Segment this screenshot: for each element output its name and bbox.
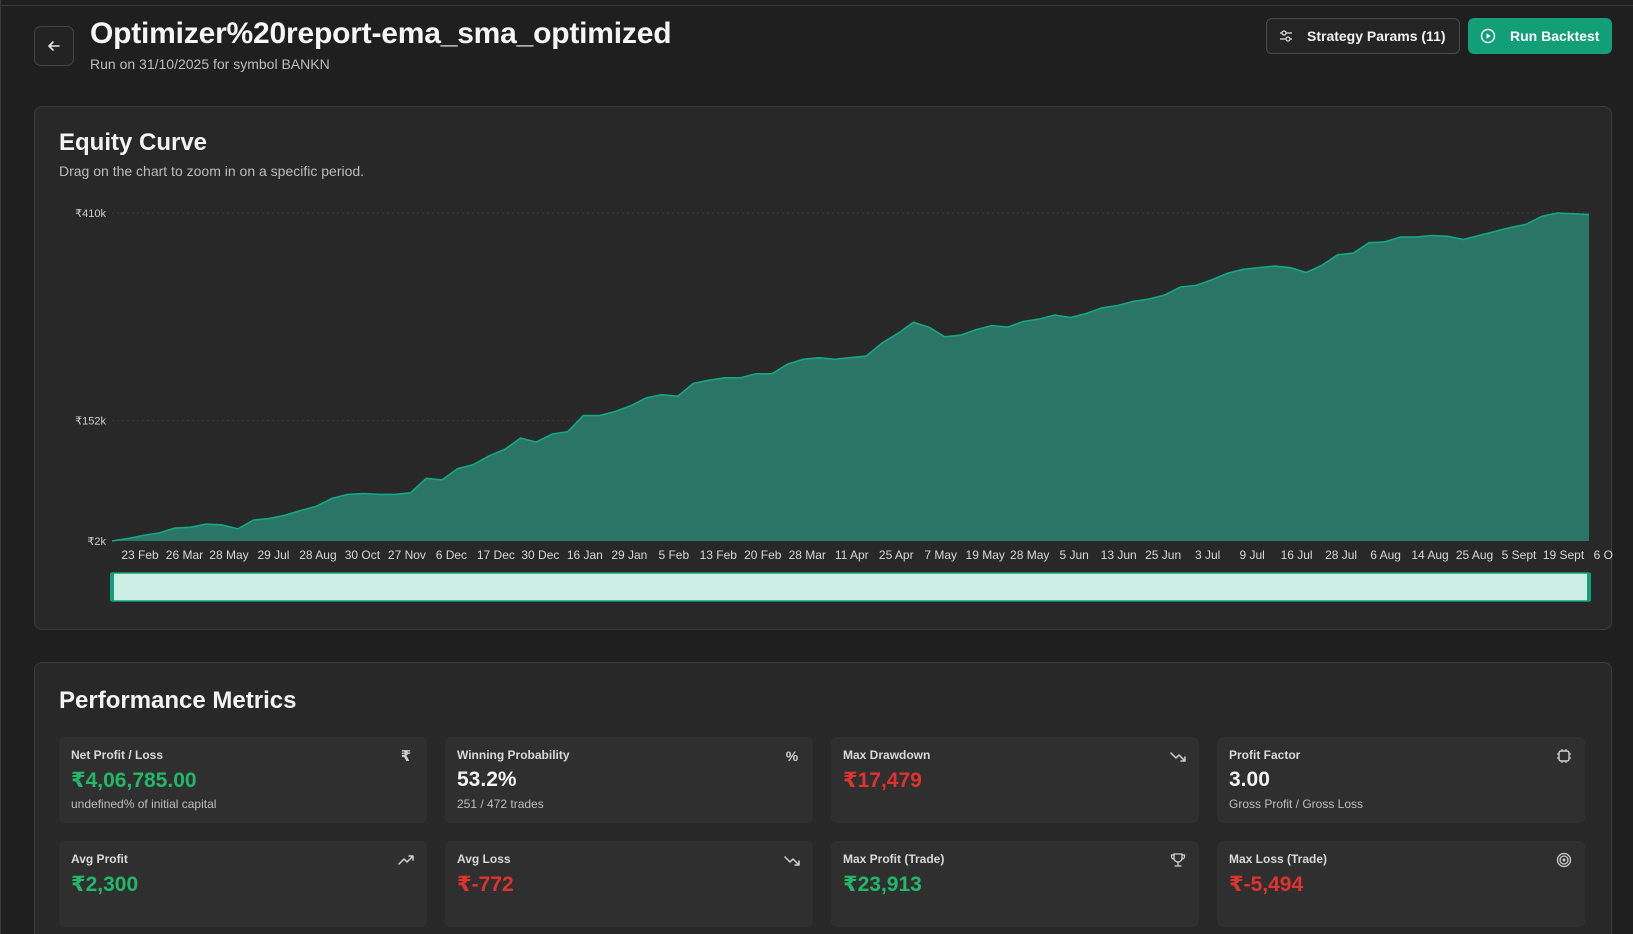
- cpu-icon: [1555, 747, 1573, 765]
- metric-card: Avg Profit ₹2,300: [59, 841, 427, 927]
- zoom-brush[interactable]: [111, 572, 1590, 602]
- metric-card: Profit Factor 3.00 Gross Profit / Gross Lo…: [1217, 737, 1585, 823]
- x-tick-label: 16 Jan: [567, 548, 603, 562]
- strategy-params-label: Strategy Params (11): [1307, 28, 1446, 44]
- metric-label: Max Profit (Trade): [843, 852, 945, 866]
- page-subtitle: Run on 31/10/2025 for symbol BANKN: [90, 56, 330, 72]
- x-tick-label: 6 Oct: [1594, 548, 1613, 562]
- x-tick-label: 26 Mar: [166, 548, 203, 562]
- x-tick-label: 29 Jan: [611, 548, 647, 562]
- y-tick-label: ₹410k: [75, 208, 106, 220]
- x-tick-label: 29 Jul: [257, 548, 289, 562]
- x-tick-label: 7 May: [924, 548, 957, 562]
- equity-curve-card: Equity Curve Drag on the chart to zoom i…: [34, 106, 1613, 631]
- performance-metrics-title: Performance Metrics: [59, 687, 297, 714]
- x-tick-label: 9 Jul: [1239, 548, 1264, 562]
- x-tick-label: 30 Oct: [345, 548, 381, 562]
- metric-label: Avg Loss: [457, 852, 511, 866]
- x-tick-label: 19 May: [966, 548, 1005, 562]
- metric-value: ₹17,479: [843, 769, 922, 792]
- metric-card: Max Drawdown ₹17,479: [831, 737, 1199, 823]
- trending-down-icon: [783, 851, 801, 869]
- metric-card: Avg Loss ₹-772: [445, 841, 813, 927]
- brush-handle-right[interactable]: [1587, 573, 1591, 601]
- x-tick-label: 28 Jul: [1325, 548, 1357, 562]
- x-tick-label: 3 Jul: [1195, 548, 1220, 562]
- left-border: [0, 0, 1, 934]
- x-tick-label: 28 May: [209, 548, 248, 562]
- x-tick-label: 6 Aug: [1370, 548, 1401, 562]
- target-icon: [1555, 851, 1573, 869]
- top-border: [0, 0, 1633, 6]
- x-tick-label: 28 Aug: [299, 548, 336, 562]
- metric-value: 3.00: [1229, 768, 1270, 791]
- metric-card: Net Profit / Loss ₹4,06,785.00 undefined% …: [59, 737, 427, 823]
- trending-up-icon: [397, 851, 415, 869]
- x-tick-label: 19 Sept: [1543, 548, 1585, 562]
- metric-label: Winning Probability: [457, 748, 570, 762]
- metric-value: ₹-772: [457, 873, 514, 896]
- x-tick-label: 5 Sept: [1502, 548, 1537, 562]
- x-tick-label: 23 Feb: [121, 548, 159, 562]
- x-tick-label: 13 Feb: [700, 548, 738, 562]
- metric-value: ₹2,300: [71, 873, 139, 896]
- sliders-icon: [1280, 30, 1292, 42]
- percent-icon: %: [785, 748, 799, 764]
- run-backtest-button[interactable]: Run Backtest: [1468, 18, 1612, 54]
- equity-chart[interactable]: ₹410k ₹152k ₹2k 23 Feb 26 Mar 28 May 29 Jul 28 …: [35, 107, 1613, 631]
- metric-value: ₹23,913: [843, 873, 922, 896]
- play-circle-icon: [1480, 28, 1496, 44]
- x-tick-label: 5 Jun: [1060, 548, 1089, 562]
- x-tick-label: 5 Feb: [658, 548, 689, 562]
- equity-curve-description: Drag on the chart to zoom in on a specif…: [59, 163, 365, 179]
- metric-label: Avg Profit: [71, 852, 128, 866]
- metric-subtext: Gross Profit / Gross Loss: [1229, 797, 1364, 811]
- metric-card: Max Loss (Trade) ₹-5,494: [1217, 841, 1585, 927]
- x-tick-label: 14 Aug: [1411, 548, 1448, 562]
- x-tick-label: 27 Nov: [388, 548, 426, 562]
- metric-label: Profit Factor: [1229, 748, 1301, 762]
- x-tick-label: 17 Dec: [477, 548, 515, 562]
- back-button[interactable]: [34, 26, 74, 66]
- equity-curve-title: Equity Curve: [59, 129, 208, 156]
- metric-subtext: undefined% of initial capital: [71, 797, 217, 811]
- brush-handle-left[interactable]: [110, 573, 114, 601]
- metric-card: Max Profit (Trade) ₹23,913: [831, 841, 1199, 927]
- metric-label: Max Drawdown: [843, 748, 931, 762]
- x-tick-label: 6 Dec: [436, 548, 467, 562]
- x-tick-label: 16 Jul: [1281, 548, 1313, 562]
- run-backtest-label: Run Backtest: [1510, 28, 1600, 44]
- trophy-icon: [1169, 851, 1187, 869]
- equity-line: [111, 212, 1590, 542]
- x-tick-label: 25 Jun: [1145, 548, 1181, 562]
- x-tick-label: 13 Jun: [1101, 548, 1137, 562]
- x-tick-label: 30 Dec: [521, 548, 559, 562]
- equity-area: [112, 213, 1589, 541]
- metric-subtext: 251 / 472 trades: [457, 797, 544, 811]
- metric-label: Net Profit / Loss: [71, 748, 164, 762]
- arrow-left-icon: [48, 41, 60, 51]
- performance-metrics-card: Performance Metrics Net Profit / Loss ₹4,…: [34, 662, 1612, 934]
- strategy-params-button[interactable]: Strategy Params (11): [1266, 18, 1460, 54]
- rupee-icon: ₹: [400, 748, 412, 765]
- metric-card: Winning Probability 53.2% 251 / 472 trades…: [445, 737, 813, 823]
- metric-value: ₹4,06,785.00: [71, 769, 197, 792]
- x-tick-label: 25 Apr: [879, 548, 914, 562]
- y-tick-label: ₹152k: [75, 415, 106, 427]
- trending-down-icon: [1169, 747, 1187, 765]
- metric-value: 53.2%: [457, 768, 517, 791]
- x-tick-label: 11 Apr: [835, 548, 869, 562]
- page-title: Optimizer%20report-ema_sma_optimized: [90, 17, 672, 50]
- x-tick-label: 28 May: [1010, 548, 1049, 562]
- metric-label: Max Loss (Trade): [1229, 852, 1328, 866]
- y-tick-label: ₹2k: [87, 536, 106, 548]
- x-tick-label: 28 Mar: [789, 548, 826, 562]
- x-tick-label: 25 Aug: [1456, 548, 1493, 562]
- metric-value: ₹-5,494: [1229, 873, 1304, 896]
- x-tick-label: 20 Feb: [744, 548, 782, 562]
